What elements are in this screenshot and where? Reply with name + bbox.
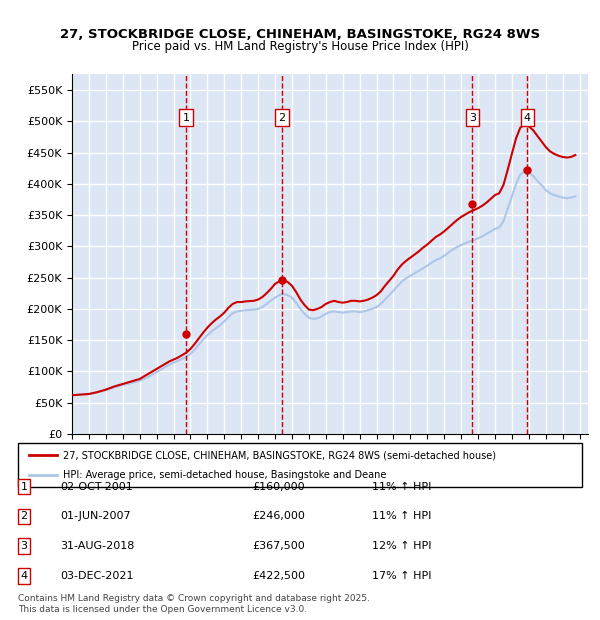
Text: 2: 2	[20, 512, 28, 521]
Text: 03-DEC-2021: 03-DEC-2021	[60, 571, 133, 581]
Text: 3: 3	[20, 541, 28, 551]
Text: 01-JUN-2007: 01-JUN-2007	[60, 512, 131, 521]
Text: HPI: Average price, semi-detached house, Basingstoke and Deane: HPI: Average price, semi-detached house,…	[63, 469, 386, 479]
Text: Price paid vs. HM Land Registry's House Price Index (HPI): Price paid vs. HM Land Registry's House …	[131, 40, 469, 53]
Text: 17% ↑ HPI: 17% ↑ HPI	[372, 571, 431, 581]
Text: 27, STOCKBRIDGE CLOSE, CHINEHAM, BASINGSTOKE, RG24 8WS (semi-detached house): 27, STOCKBRIDGE CLOSE, CHINEHAM, BASINGS…	[63, 451, 496, 461]
Text: £367,500: £367,500	[252, 541, 305, 551]
Text: 11% ↑ HPI: 11% ↑ HPI	[372, 482, 431, 492]
Text: 1: 1	[182, 113, 190, 123]
Text: Contains HM Land Registry data © Crown copyright and database right 2025.
This d: Contains HM Land Registry data © Crown c…	[18, 595, 370, 614]
Text: £160,000: £160,000	[252, 482, 305, 492]
FancyBboxPatch shape	[18, 443, 582, 487]
Text: £246,000: £246,000	[252, 512, 305, 521]
Text: 4: 4	[524, 113, 531, 123]
Text: 2: 2	[278, 113, 286, 123]
Text: 12% ↑ HPI: 12% ↑ HPI	[372, 541, 431, 551]
Text: 27, STOCKBRIDGE CLOSE, CHINEHAM, BASINGSTOKE, RG24 8WS: 27, STOCKBRIDGE CLOSE, CHINEHAM, BASINGS…	[60, 28, 540, 41]
Text: 11% ↑ HPI: 11% ↑ HPI	[372, 512, 431, 521]
Text: 31-AUG-2018: 31-AUG-2018	[60, 541, 134, 551]
Text: 02-OCT-2001: 02-OCT-2001	[60, 482, 133, 492]
Text: 1: 1	[20, 482, 28, 492]
Text: £422,500: £422,500	[252, 571, 305, 581]
Text: 4: 4	[20, 571, 28, 581]
Text: 3: 3	[469, 113, 476, 123]
